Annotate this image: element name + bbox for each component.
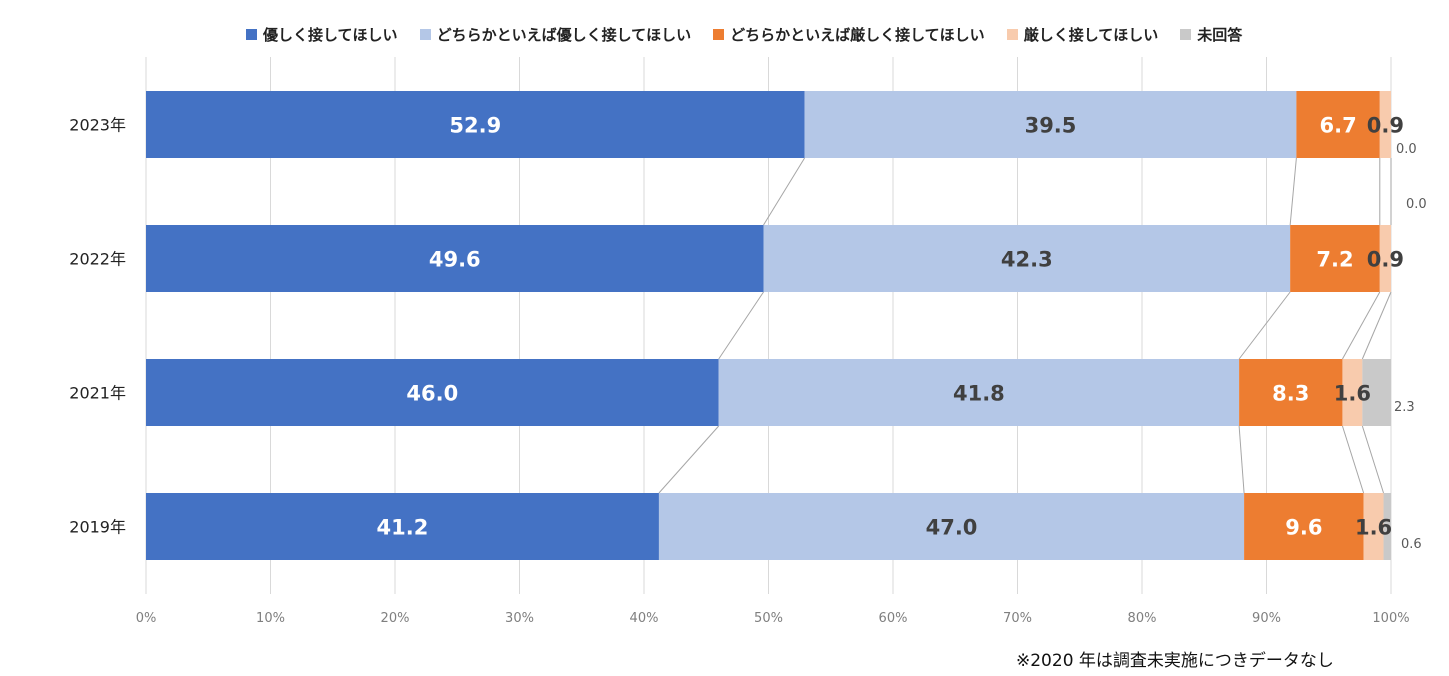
x-tick-label: 0% (136, 611, 157, 626)
data-label: 0.9 (1367, 114, 1404, 138)
legend-label: 厳しく接してほしい (1023, 26, 1159, 44)
x-tick-label: 10% (256, 611, 285, 626)
bar-segment (146, 493, 659, 560)
legend-swatch (713, 29, 725, 40)
data-label: 49.6 (429, 248, 481, 272)
bar-segment (146, 225, 764, 292)
x-tick-label: 60% (879, 611, 908, 626)
bar-segment (1362, 359, 1391, 426)
bar-segment (1239, 359, 1343, 426)
legend-swatch (1006, 29, 1018, 40)
series-line (1238, 291, 1291, 360)
data-label: 42.3 (1001, 248, 1053, 272)
legend-item: 厳しく接してほしい (1006, 24, 1159, 45)
data-label: 0.9 (1367, 248, 1404, 272)
data-label: 8.3 (1272, 382, 1309, 406)
legend-item: どちらかといえば厳しく接してほしい (713, 24, 985, 45)
footnote: ※2020 年は調査未実施につきデータなし (1016, 651, 1334, 671)
series-line (1341, 425, 1365, 494)
series-line (1342, 291, 1381, 360)
bar-segment (658, 493, 1245, 560)
series-line (1361, 291, 1392, 360)
legend-label: どちらかといえば厳しく接してほしい (730, 26, 985, 44)
bar-segment (804, 91, 1297, 158)
legend-swatch (246, 29, 257, 40)
x-tick-label: 40% (630, 611, 659, 626)
category-label: 2023年 (69, 116, 126, 135)
legend-swatch (419, 29, 431, 40)
legend-label: 優しく接してほしい (263, 26, 398, 44)
x-tick-label: 50% (754, 611, 783, 626)
data-label: 9.6 (1285, 516, 1322, 540)
series-line (658, 425, 720, 494)
legend-item: 未回答 (1180, 24, 1242, 45)
bar-segment (146, 91, 805, 158)
data-label: 1.6 (1334, 382, 1371, 406)
bar-segment (1296, 91, 1380, 158)
bar-segment (1379, 91, 1391, 158)
series-line (1289, 157, 1297, 226)
series-line (763, 157, 806, 226)
data-label: 0.6 (1401, 537, 1422, 552)
x-tick-label: 100% (1372, 611, 1409, 626)
bar-segment (1244, 493, 1364, 560)
bar-segment (146, 359, 719, 426)
bar-segment (718, 359, 1240, 426)
legend-label: 未回答 (1197, 26, 1243, 44)
legend-item: どちらかといえば優しく接してほしい (419, 24, 692, 45)
data-label: 7.2 (1316, 248, 1353, 272)
category-label: 2019年 (69, 518, 126, 537)
data-label: 0.0 (1396, 142, 1417, 157)
data-label: 41.2 (377, 516, 429, 540)
data-label: 41.8 (953, 382, 1005, 406)
legend-item: 優しく接してほしい (246, 24, 398, 45)
legend-label: どちらかといえば優しく接してほしい (436, 26, 692, 44)
data-label: 0.0 (1406, 197, 1427, 212)
category-label: 2022年 (69, 250, 126, 269)
x-tick-label: 30% (505, 611, 534, 626)
x-tick-label: 80% (1128, 611, 1157, 626)
bar-segment (1363, 493, 1384, 560)
x-tick-label: 20% (381, 611, 410, 626)
legend: 優しく接してほしい どちらかといえば優しく接してほしい どちらかといえば厳しく接して… (246, 24, 1264, 45)
category-label: 2021年 (69, 384, 126, 403)
series-line (718, 291, 764, 360)
data-label: 1.6 (1355, 516, 1392, 540)
legend-swatch (1180, 29, 1192, 40)
bar-segment (763, 225, 1291, 292)
series-line (1238, 425, 1245, 494)
data-label: 46.0 (406, 382, 458, 406)
bar-segment (1379, 225, 1391, 292)
data-label: 6.7 (1319, 114, 1356, 138)
series-line (1361, 425, 1385, 494)
data-label: 47.0 (926, 516, 978, 540)
bar-segment (1290, 225, 1380, 292)
data-label: 39.5 (1025, 114, 1077, 138)
bar-segment (1383, 493, 1391, 560)
x-tick-label: 90% (1252, 611, 1281, 626)
data-label: 2.3 (1394, 400, 1415, 415)
data-label: 52.9 (449, 114, 501, 138)
bar-segment (1342, 359, 1363, 426)
x-tick-label: 70% (1003, 611, 1032, 626)
